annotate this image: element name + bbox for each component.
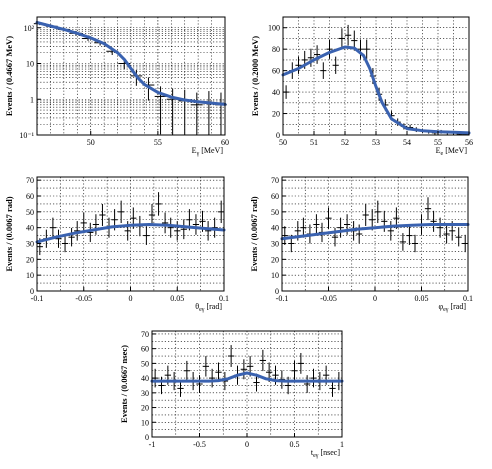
y-tick-label: 50 — [271, 208, 279, 217]
y-tick-label: 70 — [271, 176, 279, 185]
x-tick-label: -1 — [149, 440, 156, 449]
y-tick-label: 10 — [141, 418, 149, 427]
y-tick-label: 60 — [141, 345, 149, 354]
y-tick-label: 80 — [272, 45, 280, 54]
x-axis-label: Ee [MeV] — [436, 146, 468, 157]
x-tick-label: 0.1 — [463, 294, 473, 303]
y-tick-label: 10 — [26, 60, 34, 69]
y-tick-label: 0 — [145, 433, 149, 442]
x-tick-label: 0.05 — [170, 294, 184, 303]
y-tick-label: 30 — [271, 240, 279, 249]
x-tick-label: 0 — [373, 294, 377, 303]
x-tick-label: 60 — [221, 138, 229, 147]
x-tick-label: 51 — [310, 138, 318, 147]
x-tick-label: 0.5 — [290, 440, 300, 449]
x-tick-label: 50 — [87, 138, 95, 147]
panel-p1: 50 55 60 10⁻¹ 1 10 10² Eγ [MeV] Events / (0.4667… — [4, 16, 229, 157]
x-axis-label: teγ [nsec] — [311, 448, 340, 459]
x-tick-label: 53 — [372, 138, 380, 147]
x-axis-label: θeγ [rad] — [195, 302, 222, 313]
x-tick-label: 0.1 — [219, 294, 229, 303]
y-tick-label: 60 — [26, 192, 34, 201]
panel-p4: -0.1 -0.05 0 0.05 0.1 0 10 20 30 40 50 60 70 φeγ [rad… — [249, 176, 473, 313]
x-tick-label: -0.1 — [31, 294, 44, 303]
x-axis-label: φeγ [rad] — [439, 302, 467, 313]
x-tick-label: 55 — [154, 138, 162, 147]
plot-frame — [36, 16, 226, 136]
x-tick-label: 52 — [341, 138, 349, 147]
fit-curve — [150, 371, 344, 383]
y-tick-label: 20 — [26, 255, 34, 264]
x-tick-label: 1 — [340, 440, 344, 449]
y-tick-label: 0 — [30, 287, 34, 296]
fit-curve — [35, 21, 227, 106]
y-tick-label: 10² — [24, 24, 35, 33]
y-tick-label: 40 — [272, 88, 280, 97]
y-tick-label: 30 — [141, 389, 149, 398]
x-tick-label: -0.05 — [75, 294, 92, 303]
x-axis-label: Eγ [MeV] — [192, 146, 224, 157]
y-axis-label: Events / (0.0067 rad) — [249, 196, 259, 271]
y-axis-label: Events / (0.4667 MeV) — [4, 36, 14, 116]
y-tick-label: 50 — [141, 359, 149, 368]
y-tick-label: 60 — [271, 192, 279, 201]
x-tick-label: 50 — [279, 138, 287, 147]
x-tick-label: -0.5 — [193, 440, 206, 449]
y-tick-label: 0 — [276, 131, 280, 140]
x-tick-label: 0 — [129, 294, 133, 303]
y-tick-label: 10 — [271, 271, 279, 280]
y-tick-label: 10 — [26, 271, 34, 280]
x-tick-label: -0.05 — [320, 294, 337, 303]
y-tick-label: 70 — [141, 330, 149, 339]
fit-curve — [35, 223, 226, 244]
y-tick-label: 20 — [271, 255, 279, 264]
y-tick-label: 50 — [26, 208, 34, 217]
y-axis-label: Events / (0.0067 rad) — [4, 196, 14, 271]
y-tick-label: 70 — [26, 176, 34, 185]
fit-curve — [280, 223, 470, 241]
y-axis-label: Events / (0.2000 MeV) — [250, 36, 260, 116]
x-tick-label: 0 — [245, 440, 249, 449]
y-tick-label: 60 — [272, 67, 280, 76]
y-axis-label: Events / (0.0667 nsec) — [119, 345, 129, 423]
x-tick-label: 56 — [465, 138, 473, 147]
y-tick-label: 40 — [26, 224, 34, 233]
y-tick-label: 20 — [272, 110, 280, 119]
x-tick-label: -0.1 — [276, 294, 289, 303]
y-tick-label: 40 — [141, 374, 149, 383]
panel-p3: -0.1 -0.05 0 0.05 0.1 0 10 20 30 40 50 60 70 θeγ [rad… — [4, 176, 229, 313]
y-tick-label: 0 — [275, 287, 279, 296]
y-tick-label: 30 — [26, 240, 34, 249]
x-tick-label: 54 — [403, 138, 411, 147]
y-tick-label: 100 — [268, 24, 280, 33]
panel-p2: 50 51 52 53 54 55 56 0 20 40 60 80 100 Ee [MeV] Events… — [250, 16, 473, 157]
y-tick-label: 40 — [271, 224, 279, 233]
y-tick-label: 20 — [141, 404, 149, 413]
fit-curve — [281, 45, 471, 135]
y-tick-label: 10⁻¹ — [19, 131, 34, 140]
y-tick-label: 1 — [30, 95, 34, 104]
x-tick-label: 55 — [434, 138, 442, 147]
x-tick-label: 0.05 — [415, 294, 429, 303]
